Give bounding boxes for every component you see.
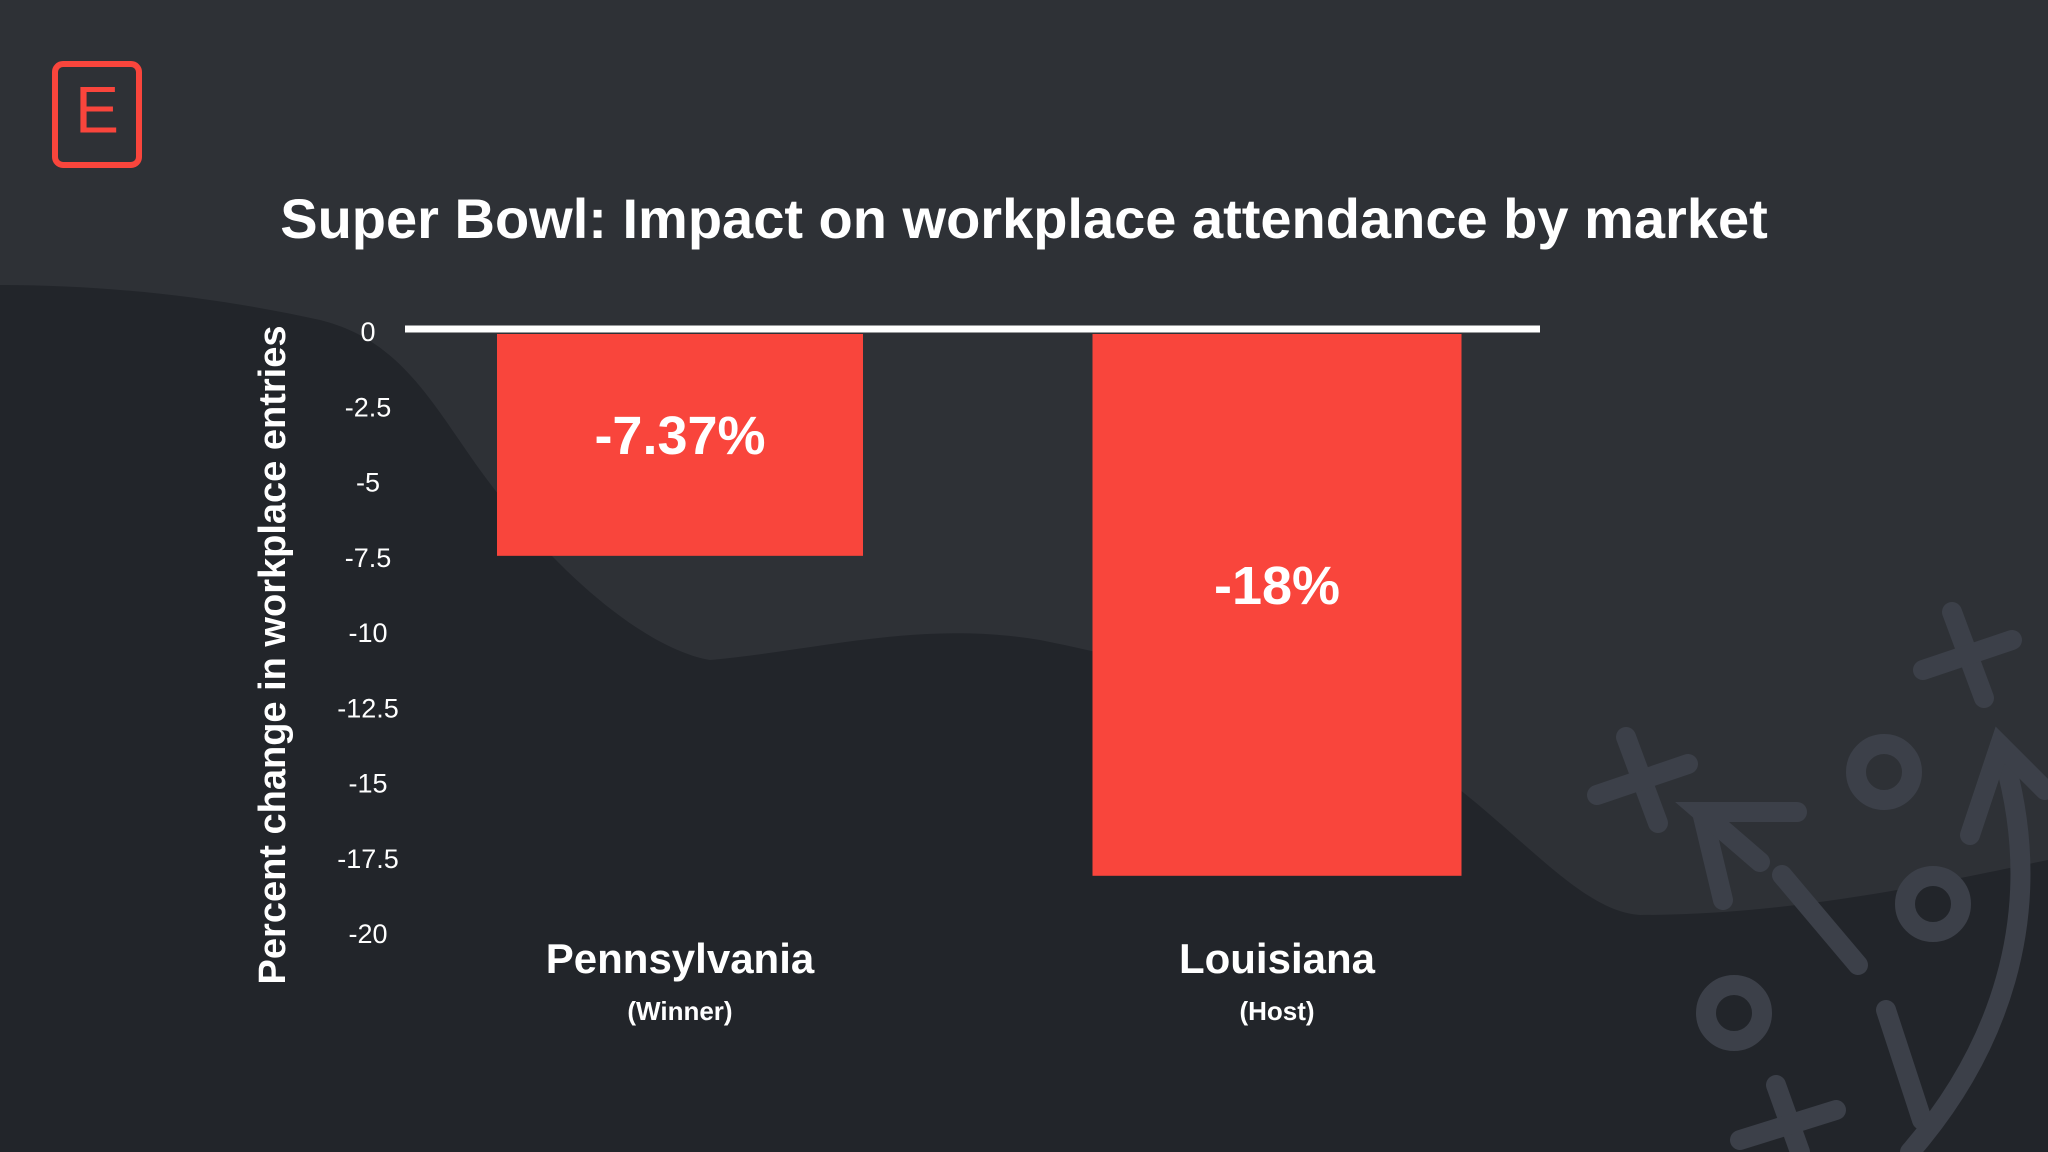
category-subtitle: (Winner): [627, 996, 732, 1026]
play-diagram-arrow-icon: [1675, 802, 1807, 910]
y-tick-label: -20: [348, 919, 387, 949]
play-diagram-o-icon: [1895, 866, 1971, 942]
y-tick-label: -12.5: [337, 693, 399, 723]
y-tick-label: 0: [360, 317, 375, 347]
brand-logo: E: [52, 61, 142, 168]
bar-pennsylvania: [497, 334, 863, 556]
play-diagram-route-line: [1876, 1000, 1932, 1130]
play-diagram-decoration: [1587, 602, 2048, 1152]
play-diagram-arrow-icon: [1900, 726, 2048, 1152]
play-diagram-x-icon: [1730, 1075, 1846, 1152]
play-diagram-x-icon: [1913, 602, 2022, 708]
play-diagram-x-icon: [1587, 727, 1698, 833]
play-diagram-o-icon: [1696, 975, 1772, 1051]
y-tick-label: -10: [348, 618, 387, 648]
play-diagram-route-line: [1772, 865, 1868, 975]
brand-logo-letter: E: [75, 72, 119, 146]
y-tick-label: -7.5: [345, 543, 392, 573]
bars-group: -7.37% -18%: [497, 334, 1462, 876]
y-axis-ticks: 0 -2.5 -5 -7.5 -10 -12.5 -15 -17.5 -20: [337, 317, 399, 949]
y-tick-label: -17.5: [337, 844, 399, 874]
bar-louisiana: [1092, 334, 1462, 876]
background-wave: [0, 285, 2048, 1152]
category-label: Louisiana: [1179, 935, 1376, 982]
category-labels: Pennsylvania (Winner) Louisiana (Host): [546, 935, 1376, 1026]
bar-data-label: -7.37%: [594, 406, 765, 466]
bar-data-label: -18%: [1214, 556, 1340, 616]
y-tick-label: -5: [356, 468, 380, 498]
play-diagram-o-icon: [1846, 734, 1922, 810]
chart-title: Super Bowl: Impact on workplace attendan…: [280, 187, 1768, 250]
y-axis-label: Percent change in workplace entries: [252, 326, 294, 985]
category-label: Pennsylvania: [546, 935, 815, 982]
y-tick-label: -2.5: [345, 392, 392, 422]
y-tick-label: -15: [348, 769, 387, 799]
category-subtitle: (Host): [1239, 996, 1314, 1026]
